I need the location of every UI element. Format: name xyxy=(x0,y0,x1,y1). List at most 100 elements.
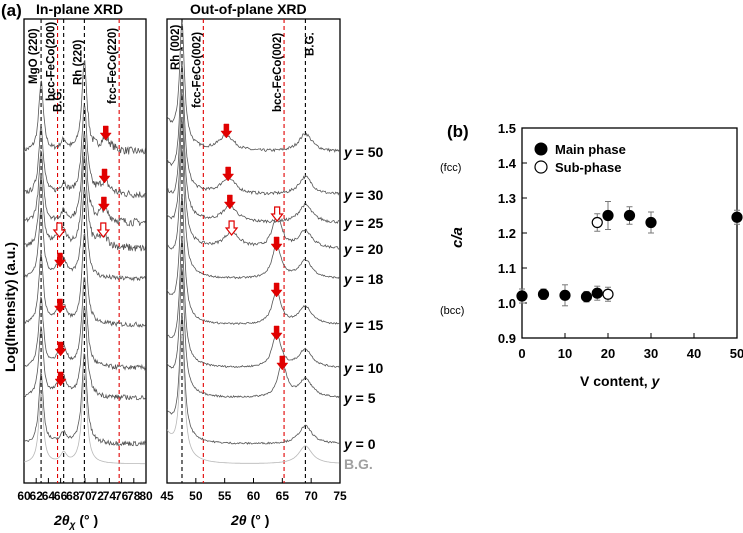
legend: Main phase Sub-phase xyxy=(534,142,626,175)
outplane-arrow-filled xyxy=(270,325,283,341)
inplane-xlabel-unit: (° ) xyxy=(79,512,98,528)
legend-sub-marker xyxy=(534,160,548,174)
outplane-tick-label: 70 xyxy=(304,489,318,503)
panel-b-ylabel: c/a xyxy=(449,227,466,248)
inplane-tick-label: 74 xyxy=(103,489,117,503)
b-xtick-label: 40 xyxy=(687,346,701,361)
panel-b-xlabel-var: y xyxy=(651,373,661,389)
trace-label-var: y xyxy=(343,271,353,287)
outplane-traces xyxy=(167,21,340,464)
trace-label-18: y = 18 xyxy=(343,271,384,287)
outplane-trace-10 xyxy=(167,237,340,369)
trace-label-var: y xyxy=(343,436,353,452)
outplane-arrow-filled xyxy=(276,355,289,371)
outplane-trace-25 xyxy=(167,91,340,224)
outplane-ref-label: Rh (002) xyxy=(170,24,182,70)
main-phase-point xyxy=(559,289,571,301)
main-phase-point xyxy=(580,291,593,303)
outplane-trace-50 xyxy=(167,21,340,153)
panel-a-ylabel: Log(Intensity) (a.u.) xyxy=(2,242,18,372)
outplane-arrow-filled xyxy=(220,123,233,139)
inplane-trace-50 xyxy=(24,60,146,155)
outplane-trace-5 xyxy=(167,267,340,399)
trace-label-eq: = xyxy=(352,360,368,376)
outplane-arrow-open xyxy=(270,206,284,222)
outplane-trace-0 xyxy=(167,314,340,445)
outplane-xlabel-main: 2θ xyxy=(230,512,247,528)
panel-a-label: (a) xyxy=(1,1,22,20)
trace-label-val: 20 xyxy=(368,241,384,257)
outplane-ref-label: fcc-FeCo(002) xyxy=(191,32,203,108)
outplane-tick-label: 75 xyxy=(333,489,347,503)
b-ytick-label: 1.3 xyxy=(498,191,516,206)
b-ytick-label: 0.9 xyxy=(498,331,516,346)
inplane-trace-0 xyxy=(24,353,146,447)
trace-label-val: 25 xyxy=(368,215,384,231)
trace-label-20: y = 20 xyxy=(343,241,384,257)
inplane-trace-25 xyxy=(24,133,146,227)
b-ytick-label: 1.2 xyxy=(498,226,516,241)
trace-label-val: 50 xyxy=(368,144,384,160)
legend-sub-label: Sub-phase xyxy=(555,160,621,175)
trace-label-25: y = 25 xyxy=(343,215,384,231)
trace-label-eq: = xyxy=(352,144,368,160)
trace-label-val: 30 xyxy=(368,187,384,203)
b-xtick-label: 10 xyxy=(558,346,572,361)
outplane-arrow-filled xyxy=(270,282,283,298)
inplane-trace-20 xyxy=(24,155,146,252)
trace-label-eq: = xyxy=(352,436,368,452)
trace-label-var: y xyxy=(343,390,353,406)
panel-b-label: (b) xyxy=(447,122,469,141)
outplane-arrow-filled xyxy=(270,236,283,252)
main-phase-point xyxy=(602,209,614,222)
outplane-tick-label: 60 xyxy=(247,489,261,503)
panel-b-xlabel: V content, y xyxy=(580,373,661,389)
outplane-xlabel-unit: (° ) xyxy=(251,512,270,528)
outplane-trace-bg xyxy=(167,334,340,464)
outplane-tick-label: 55 xyxy=(218,489,232,503)
inplane-tick-label: 62 xyxy=(30,489,44,503)
outplane-trace-18 xyxy=(167,148,340,280)
trace-label-var: y xyxy=(343,317,353,333)
b-ytick-label: 1.0 xyxy=(498,296,516,311)
b-xtick-label: 50 xyxy=(730,346,743,361)
b-ytick-label: 1.4 xyxy=(498,156,517,171)
trace-label-var: y xyxy=(343,241,353,257)
panel-b-points xyxy=(516,201,743,307)
inplane-arrow-filled xyxy=(54,341,67,357)
inplane-tick-label: 68 xyxy=(66,489,80,503)
inplane-tick-label: 60 xyxy=(17,489,31,503)
inplane-arrow-filled xyxy=(98,168,111,184)
trace-label-val: 15 xyxy=(368,317,384,333)
trace-label-var: y xyxy=(343,215,353,231)
b-xtick-label: 30 xyxy=(644,346,658,361)
trace-label-val: 10 xyxy=(368,360,384,376)
b-xtick-label: 0 xyxy=(518,346,525,361)
outplane-tick-label: 45 xyxy=(160,489,174,503)
main-phase-point xyxy=(731,211,743,223)
outplane-arrow-filled xyxy=(223,194,236,210)
trace-label-15: y = 15 xyxy=(343,317,384,333)
inplane-arrow-filled xyxy=(97,196,110,212)
trace-label-val: 18 xyxy=(368,271,384,287)
peak-arrows xyxy=(52,123,289,387)
main-phase-point xyxy=(516,290,528,302)
inplane-xlabel-sub: χ xyxy=(69,520,76,531)
trace-label-var: y xyxy=(343,360,353,376)
trace-label-val: B.G. xyxy=(344,456,373,472)
inplane-trace-5 xyxy=(24,305,146,401)
inplane-tick-label: 70 xyxy=(78,489,92,503)
trace-label-10: y = 10 xyxy=(343,360,384,376)
sub-phase-point xyxy=(602,288,614,300)
legend-main-marker xyxy=(534,142,548,156)
inplane-trace-15 xyxy=(24,232,146,328)
inplane-arrow-open xyxy=(96,222,111,238)
outplane-trace-15 xyxy=(167,195,340,326)
inplane-title: In-plane XRD xyxy=(36,1,123,17)
inplane-ref-label: MgO (220) xyxy=(28,28,40,84)
main-phase-point xyxy=(623,209,636,222)
legend-main-label: Main phase xyxy=(555,142,626,157)
inplane-tick-label: 64 xyxy=(42,489,56,503)
